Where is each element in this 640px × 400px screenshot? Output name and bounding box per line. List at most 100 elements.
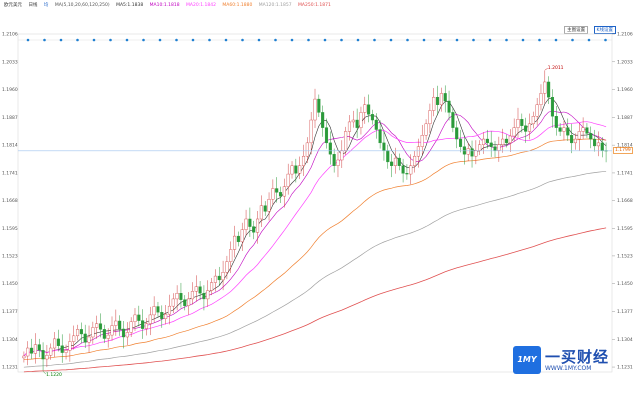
candle-body [156, 306, 160, 313]
candle-body [22, 355, 26, 359]
candle-body [144, 323, 149, 329]
candle-body [125, 332, 129, 338]
candle-body [328, 142, 332, 155]
y-tick-label-left: 1.2033 [2, 59, 18, 65]
event-marker-dot [109, 38, 112, 42]
candle-body [271, 188, 275, 200]
event-marker-dot [76, 38, 79, 42]
candle-body [233, 235, 237, 250]
candle-body [424, 123, 428, 136]
symbol-title: 欧元美元 [4, 3, 22, 8]
candle-body [95, 323, 99, 328]
candle-body [344, 131, 348, 151]
candle-body [416, 146, 420, 157]
kline-settings-button[interactable]: K线设置 [593, 26, 616, 34]
candle-body [98, 323, 103, 330]
ma250-line [23, 227, 607, 373]
ma120-line [23, 170, 607, 368]
candle-body [83, 333, 87, 343]
candle-body [474, 150, 478, 157]
candle-body [554, 116, 558, 128]
event-marker-dot [307, 38, 310, 42]
candle-body [317, 98, 321, 113]
candle-body [33, 344, 37, 354]
event-marker-dot [224, 38, 228, 42]
event-marker-dot [208, 38, 211, 42]
candle-body [589, 133, 593, 140]
ma-item: MA(5,10,20,60,120,250) [54, 3, 110, 8]
candle-body [75, 329, 80, 337]
event-marker-dot [191, 38, 195, 42]
candle-body [570, 135, 574, 144]
main-chart-settings-button[interactable]: 主图设置 [564, 26, 589, 34]
brand-url: WWW.1MY.COM [545, 365, 592, 372]
event-marker-dot [274, 38, 277, 42]
candle-body [401, 165, 405, 174]
candle-body [593, 138, 597, 147]
candle-body [183, 299, 187, 306]
y-tick-label: 1.2033 [617, 59, 633, 65]
candle-body [451, 112, 455, 128]
event-marker-dot [257, 38, 261, 42]
y-tick-label-left: 1.1304 [2, 337, 18, 343]
event-marker-dot [43, 38, 46, 42]
candle-body [459, 138, 463, 147]
candle-body [64, 350, 68, 353]
candle-body [213, 275, 217, 283]
candle-body [501, 138, 505, 145]
annotation-pointer [42, 371, 47, 375]
candle-body [485, 138, 489, 144]
price-axis: 1.2106 1.2106 1.2033 1.2033 1.1960 1.1960 1.18… [2, 32, 633, 371]
candle-body [133, 314, 137, 322]
y-tick-label-left: 1.1450 [2, 281, 18, 287]
candle-body [309, 119, 313, 144]
ma-item: MA60:1.1880 [222, 3, 253, 8]
candle-body [355, 119, 359, 128]
candle-body [386, 150, 390, 163]
event-marker-dot [125, 38, 129, 42]
candle-body [443, 93, 447, 102]
y-tick-label-left: 1.1960 [2, 87, 18, 93]
candle-body [470, 148, 474, 157]
candle-body [466, 148, 470, 155]
plot-frame [17, 33, 613, 373]
event-marker-dot [241, 38, 244, 42]
candle-body [512, 127, 516, 137]
candle-body [390, 161, 394, 166]
candle-body [30, 347, 34, 354]
moving-average-lines [23, 98, 607, 373]
current-price-label: 1.1799 [613, 146, 633, 154]
candle-body [493, 146, 497, 151]
y-tick-label: 1.1668 [617, 198, 633, 204]
candle-body [301, 155, 306, 166]
event-marker-dot [488, 38, 492, 42]
candle-body [321, 112, 325, 128]
candle-body [370, 114, 374, 121]
event-marker-dot [472, 38, 475, 42]
candle-body [367, 104, 371, 115]
candle-body [363, 104, 367, 113]
candle-body [324, 127, 329, 144]
candle-body [520, 119, 524, 126]
candle-body [413, 155, 417, 166]
event-marker-dot [439, 38, 442, 42]
candlesticks [22, 70, 608, 371]
event-marker-dot [587, 38, 591, 42]
candle-body [240, 229, 244, 243]
y-tick-label-left: 1.1668 [2, 198, 18, 204]
y-tick-label: 1.1595 [617, 226, 633, 232]
candle-body [397, 157, 401, 166]
ma-item: MA5:1.1838 [116, 3, 144, 8]
event-marker-dot [422, 38, 426, 42]
candle-body [87, 336, 91, 343]
event-marker-dot [505, 38, 508, 42]
ma5-line [23, 98, 607, 357]
ma20-line [23, 121, 607, 357]
watermark: 1MY 一买财经 WWW.1MY.COM [513, 346, 633, 376]
candle-body [190, 291, 194, 300]
candle-body [167, 305, 171, 315]
candle-body [102, 329, 106, 339]
candle-body [393, 157, 397, 166]
